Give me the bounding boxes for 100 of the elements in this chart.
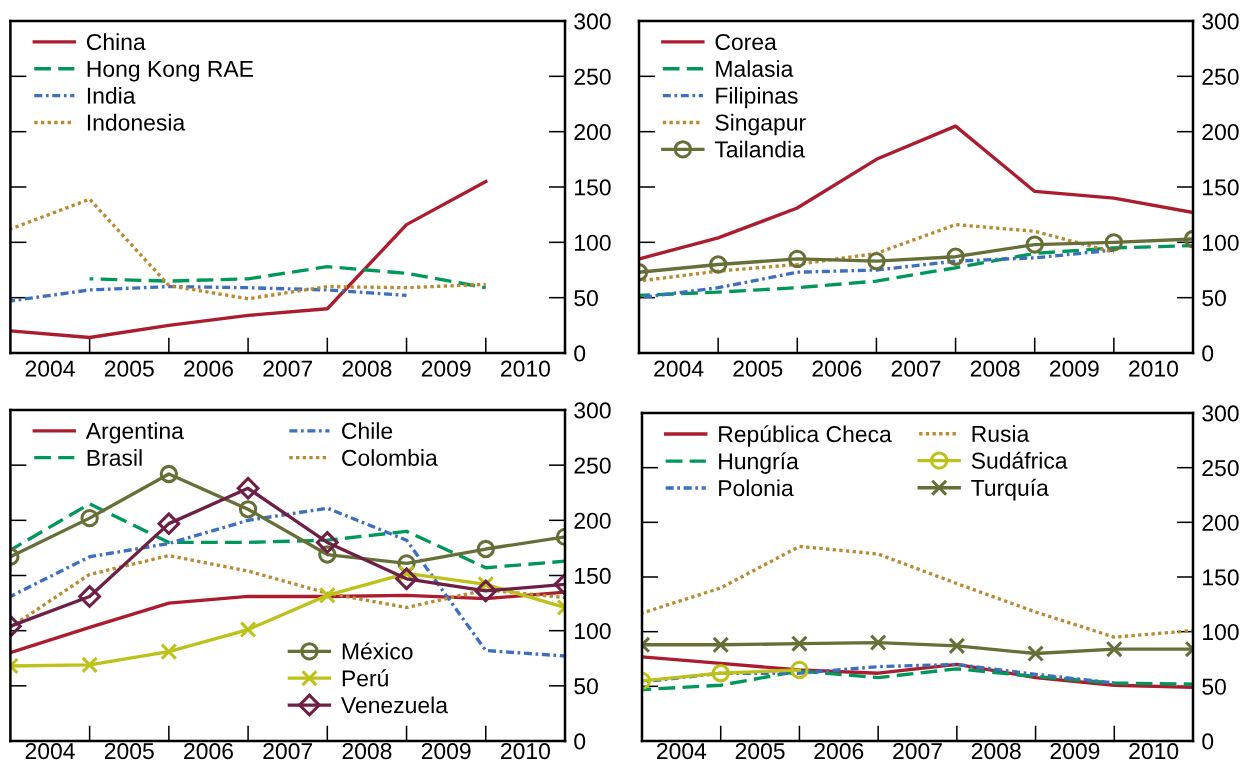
x-tick-label: 2006: [814, 742, 864, 760]
legend-label: Corea: [715, 33, 777, 51]
point: [474, 579, 498, 603]
x-tick-label: 2006: [184, 360, 233, 377]
legend-label: Venezuela: [341, 696, 448, 714]
y-tick-label: 300: [1202, 405, 1239, 422]
point: [315, 531, 339, 554]
legend-label: Filipinas: [716, 87, 798, 109]
point: [81, 656, 99, 674]
x-tick-label: 2010: [501, 360, 550, 377]
legend-label: Turquía: [971, 478, 1049, 501]
y-tick-label: 0: [574, 733, 586, 750]
point: [238, 500, 258, 519]
y-tick-label: 150: [1203, 179, 1239, 196]
y-tick-label: 50: [574, 678, 598, 695]
point: [948, 637, 966, 655]
point: [157, 512, 181, 535]
point: [790, 635, 808, 653]
x-tick-label: 2007: [263, 742, 313, 760]
y-tick-label: 150: [575, 567, 611, 585]
point: [239, 621, 257, 639]
y-tick-label: 300: [574, 13, 611, 30]
y-tick-label: 300: [1202, 13, 1239, 30]
point: [712, 636, 730, 654]
legend-label: Brasil: [87, 449, 142, 466]
line-series: [10, 502, 565, 570]
x-tick-label: 2010: [501, 742, 550, 760]
legend-label: Sudáfrica: [971, 451, 1068, 469]
legend-label: Perú: [342, 669, 388, 687]
x-tick-label: 2005: [733, 360, 783, 377]
legend-label: Polonia: [719, 479, 794, 497]
y-tick-label: 200: [574, 123, 611, 141]
legend-label: Argentina: [85, 422, 184, 444]
line-series: [10, 197, 488, 301]
point: [790, 660, 809, 680]
point: [236, 476, 260, 500]
x-tick-label: 2008: [342, 742, 392, 760]
point: [1104, 233, 1124, 252]
point: [788, 249, 807, 269]
y-tick-label: 250: [574, 457, 611, 474]
point: [160, 643, 178, 661]
legend-label: México: [342, 642, 413, 660]
x-tick-label: 2007: [263, 360, 313, 377]
y-tick-label: 250: [1202, 459, 1239, 477]
point: [869, 634, 887, 652]
y-tick-label: 150: [1203, 569, 1239, 586]
y-tick-label: 150: [575, 179, 611, 196]
legend-label: Indonesia: [87, 113, 186, 131]
x-tick-label: 2007: [893, 742, 942, 760]
y-tick-label: 200: [574, 512, 611, 529]
x-tick-label: 2004: [25, 742, 75, 760]
legend-label: Singapur: [715, 113, 806, 136]
x-tick-label: 2005: [104, 742, 154, 760]
x-tick-label: 2004: [657, 742, 707, 760]
y-tick-label: 50: [574, 289, 598, 307]
point: [1027, 645, 1045, 663]
y-tick-label: 300: [574, 402, 611, 419]
legend-label: Hungría: [719, 452, 799, 474]
legend-label: Colombia: [342, 449, 438, 466]
legend-label: Hong Kong RAE: [87, 60, 253, 82]
x-tick-label: 2007: [891, 360, 941, 377]
line-series: [87, 265, 488, 290]
x-tick-label: 2008: [342, 360, 392, 377]
point: [159, 464, 179, 484]
y-tick-label: 0: [1202, 733, 1214, 750]
x-tick-label: 2009: [1049, 360, 1099, 377]
y-tick-label: 50: [1202, 678, 1226, 695]
line-series: [10, 284, 409, 303]
y-tick-label: 100: [1203, 234, 1239, 251]
x-tick-label: 2005: [104, 360, 154, 377]
x-tick-label: 2008: [970, 360, 1020, 377]
x-tick-label: 2009: [1050, 742, 1100, 760]
point: [78, 585, 101, 608]
x-tick-label: 2009: [421, 360, 471, 377]
point: [318, 586, 336, 604]
x-tick-label: 2010: [1129, 360, 1179, 377]
x-tick-label: 2008: [971, 742, 1021, 760]
legend-label: India: [87, 87, 136, 104]
y-tick-label: 250: [1202, 68, 1239, 85]
legend-label: China: [86, 33, 146, 51]
legend-label: Chile: [342, 422, 393, 440]
point: [1105, 640, 1123, 658]
point: [867, 251, 886, 271]
x-tick-label: 2010: [1129, 742, 1179, 760]
point: [711, 664, 730, 683]
x-tick-label: 2005: [735, 742, 785, 760]
legend-label: Rusia: [972, 425, 1030, 442]
x-tick-label: 2006: [812, 360, 862, 377]
x-tick-label: 2004: [25, 360, 75, 377]
point: [1025, 235, 1044, 254]
y-tick-label: 100: [575, 622, 611, 640]
x-tick-label: 2004: [654, 360, 704, 377]
x-tick-label: 2006: [184, 742, 233, 760]
point: [946, 247, 965, 266]
line-series: [642, 544, 1193, 639]
y-tick-label: 0: [1202, 345, 1214, 362]
y-tick-label: 0: [574, 345, 586, 362]
legend-label: Malasia: [716, 60, 794, 77]
y-tick-label: 250: [574, 68, 611, 85]
y-tick-label: 50: [1202, 289, 1226, 307]
